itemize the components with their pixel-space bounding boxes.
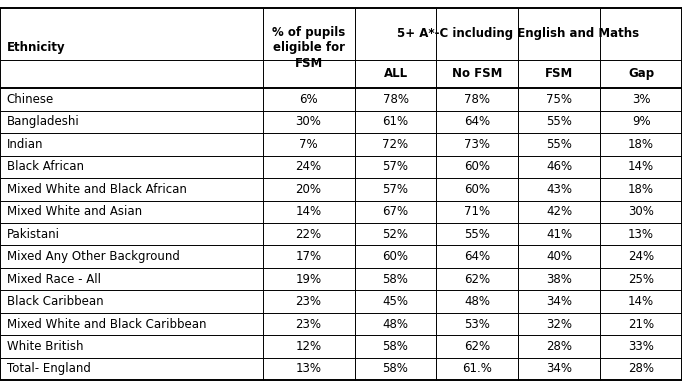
Text: 18%: 18% <box>628 138 654 151</box>
Text: 72%: 72% <box>383 138 409 151</box>
Text: Ethnicity: Ethnicity <box>7 41 65 55</box>
Text: 9%: 9% <box>632 116 651 129</box>
Text: 57%: 57% <box>383 183 409 196</box>
Text: 55%: 55% <box>546 116 572 129</box>
Text: Mixed Any Other Background: Mixed Any Other Background <box>7 250 179 263</box>
Text: 64%: 64% <box>464 250 490 263</box>
Text: % of pupils
eligible for
FSM: % of pupils eligible for FSM <box>272 26 345 70</box>
Text: 12%: 12% <box>295 340 322 353</box>
Text: Black Caribbean: Black Caribbean <box>7 295 104 308</box>
Text: 30%: 30% <box>296 116 321 129</box>
Text: Mixed White and Black African: Mixed White and Black African <box>7 183 187 196</box>
Text: 28%: 28% <box>628 362 654 376</box>
Text: 24%: 24% <box>295 161 322 174</box>
Text: 34%: 34% <box>546 362 572 376</box>
Text: 61%: 61% <box>383 116 409 129</box>
Text: 22%: 22% <box>295 228 322 241</box>
Text: 57%: 57% <box>383 161 409 174</box>
Text: Black African: Black African <box>7 161 84 174</box>
Text: 41%: 41% <box>546 228 572 241</box>
Text: 75%: 75% <box>546 93 572 106</box>
Text: 28%: 28% <box>546 340 572 353</box>
Text: 7%: 7% <box>299 138 318 151</box>
Text: 55%: 55% <box>464 228 490 241</box>
Text: 58%: 58% <box>383 340 409 353</box>
Text: 19%: 19% <box>295 273 322 286</box>
Text: 64%: 64% <box>464 116 490 129</box>
Text: 48%: 48% <box>464 295 490 308</box>
Text: 23%: 23% <box>295 318 322 331</box>
Text: 58%: 58% <box>383 273 409 286</box>
Text: 60%: 60% <box>383 250 409 263</box>
Text: 60%: 60% <box>464 161 490 174</box>
Text: 62%: 62% <box>464 340 490 353</box>
Text: 20%: 20% <box>295 183 322 196</box>
Text: Total- England: Total- England <box>7 362 91 376</box>
Text: Mixed White and Black Caribbean: Mixed White and Black Caribbean <box>7 318 207 331</box>
Text: 73%: 73% <box>464 138 490 151</box>
Text: ALL: ALL <box>383 68 408 80</box>
Text: 13%: 13% <box>295 362 322 376</box>
Text: 78%: 78% <box>464 93 490 106</box>
Text: 13%: 13% <box>628 228 654 241</box>
Text: 34%: 34% <box>546 295 572 308</box>
Text: 6%: 6% <box>299 93 318 106</box>
Text: Indian: Indian <box>7 138 44 151</box>
Text: Gap: Gap <box>628 68 654 80</box>
Text: 14%: 14% <box>295 205 322 218</box>
Text: 71%: 71% <box>464 205 490 218</box>
Text: 53%: 53% <box>464 318 490 331</box>
Text: White British: White British <box>7 340 83 353</box>
Text: 14%: 14% <box>628 161 654 174</box>
Text: 61.%: 61.% <box>462 362 492 376</box>
Text: Mixed Race - All: Mixed Race - All <box>7 273 101 286</box>
Text: 67%: 67% <box>383 205 409 218</box>
Text: Chinese: Chinese <box>7 93 54 106</box>
Text: 43%: 43% <box>546 183 572 196</box>
Text: 5+ A*-C including English and Maths: 5+ A*-C including English and Maths <box>397 27 640 40</box>
Text: No FSM: No FSM <box>452 68 503 80</box>
Text: 23%: 23% <box>295 295 322 308</box>
Text: 40%: 40% <box>546 250 572 263</box>
Text: 3%: 3% <box>632 93 651 106</box>
Text: 21%: 21% <box>628 318 654 331</box>
Text: 14%: 14% <box>628 295 654 308</box>
Text: 18%: 18% <box>628 183 654 196</box>
Text: 45%: 45% <box>383 295 409 308</box>
Text: 58%: 58% <box>383 362 409 376</box>
Text: 30%: 30% <box>628 205 654 218</box>
Text: 52%: 52% <box>383 228 409 241</box>
Text: 42%: 42% <box>546 205 572 218</box>
Text: Mixed White and Asian: Mixed White and Asian <box>7 205 142 218</box>
Text: FSM: FSM <box>545 68 574 80</box>
Text: 38%: 38% <box>546 273 572 286</box>
Text: 60%: 60% <box>464 183 490 196</box>
Text: 46%: 46% <box>546 161 572 174</box>
Text: 48%: 48% <box>383 318 409 331</box>
Text: Bangladeshi: Bangladeshi <box>7 116 80 129</box>
Text: Pakistani: Pakistani <box>7 228 60 241</box>
Text: 55%: 55% <box>546 138 572 151</box>
Text: 33%: 33% <box>628 340 654 353</box>
Text: 24%: 24% <box>628 250 654 263</box>
Text: 32%: 32% <box>546 318 572 331</box>
Text: 17%: 17% <box>295 250 322 263</box>
Text: 62%: 62% <box>464 273 490 286</box>
Text: 78%: 78% <box>383 93 409 106</box>
Text: 25%: 25% <box>628 273 654 286</box>
